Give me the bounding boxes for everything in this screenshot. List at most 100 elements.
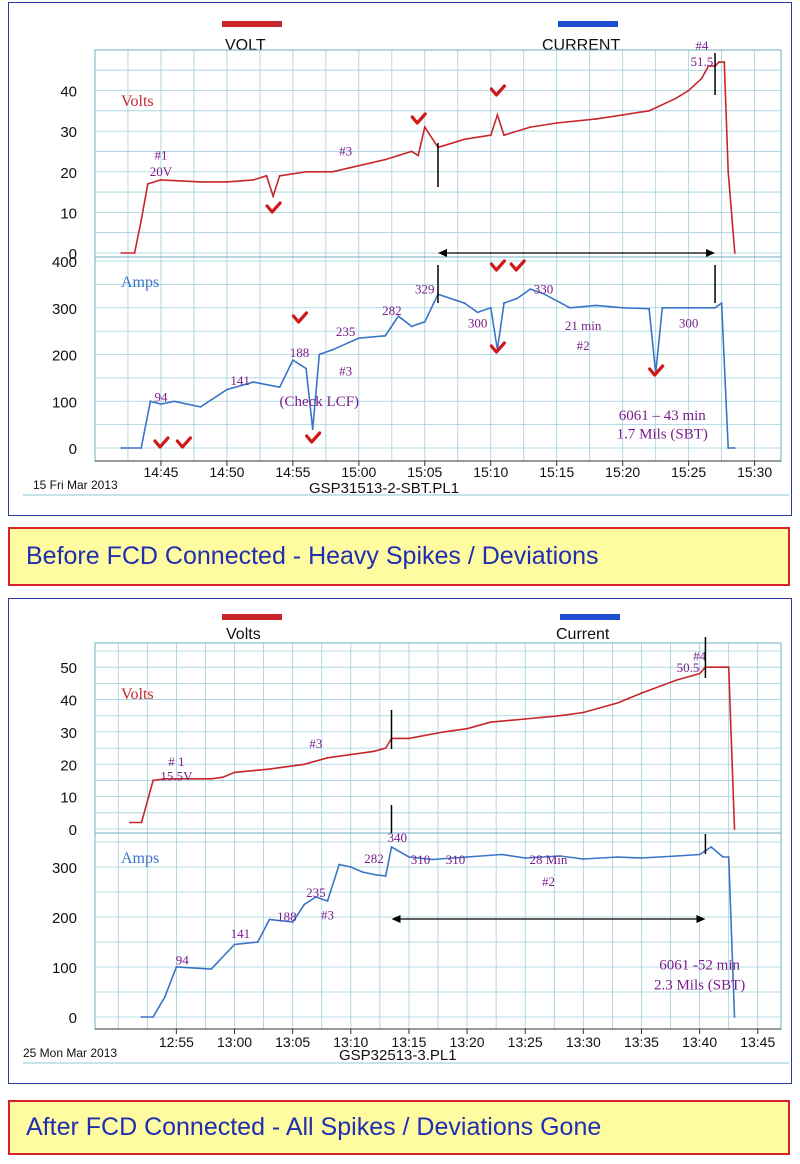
amps-point	[582, 858, 585, 860]
banner-after: After FCD Connected - All Spikes / Devia…	[8, 1100, 790, 1155]
banner-before-text: Before FCD Connected - Heavy Spikes / De…	[26, 542, 599, 570]
amps-point	[278, 386, 281, 389]
amps-point	[311, 428, 314, 431]
amps-y-tick: 0	[69, 1010, 77, 1027]
volts-point	[133, 252, 136, 254]
amps-point	[733, 1016, 736, 1018]
amps-point	[268, 918, 271, 921]
amps-point	[476, 311, 479, 314]
volts-point	[727, 170, 730, 173]
amps-point	[675, 855, 678, 857]
spike-check-icon	[291, 311, 309, 324]
amps-annotation: 94	[176, 953, 190, 968]
amps-point	[252, 381, 255, 383]
chart-panel-after: Volts Current 0 10 20 30 40 50 Volts # 1 15.5V #3 #4…	[8, 598, 792, 1084]
volts-y-tick: 10	[60, 205, 77, 222]
amps-point	[648, 307, 650, 310]
volts-point	[268, 768, 271, 771]
x-tick-label: 15:30	[737, 464, 772, 480]
legend-swatch-1	[558, 21, 618, 27]
volts-point	[265, 174, 268, 177]
legend-label-1: CURRENT	[542, 37, 620, 54]
volts-point	[272, 195, 274, 198]
amps-point	[727, 856, 730, 858]
amps-point	[163, 996, 166, 998]
amps-point	[318, 353, 321, 356]
amps-annotation: 141	[230, 373, 250, 388]
amps-annotation: 282	[382, 303, 402, 318]
x-tick-label: 13:30	[566, 1034, 601, 1050]
date-label: 15 Fri Mar 2013	[33, 478, 118, 492]
volts-y-tick: 40	[60, 84, 77, 101]
x-tick-label: 15:15	[539, 464, 574, 480]
amps-point	[331, 348, 334, 351]
amps-point	[466, 856, 468, 858]
spike-check-icon	[153, 436, 170, 449]
volts-point	[210, 777, 213, 780]
volts-point	[727, 666, 730, 669]
amps-point	[727, 447, 730, 449]
volts-point	[733, 828, 736, 830]
volts-point	[582, 711, 585, 714]
banner-before: Before FCD Connected - Heavy Spikes / De…	[8, 527, 790, 586]
volts-point	[357, 164, 360, 167]
volts-annotation: #1	[154, 148, 167, 163]
amps-annotation: 2.3 Mils (SBT)	[654, 978, 745, 994]
chart-after: Volts Current 0 10 20 30 40 50 Volts # 115.5V #3 #4…	[23, 614, 789, 1064]
amps-point	[390, 846, 393, 848]
volts-point	[160, 178, 162, 181]
volts-point	[489, 134, 492, 137]
amps-point	[423, 320, 426, 323]
x-tick-label: 13:10	[333, 1034, 368, 1050]
amps-point	[199, 405, 202, 408]
volts-y-tick: 10	[60, 790, 77, 807]
volts-point	[718, 61, 720, 63]
amps-annotation: 310	[411, 852, 431, 867]
volts-point	[373, 750, 375, 753]
amps-point	[720, 302, 723, 304]
x-tick-label: 13:15	[391, 1034, 426, 1050]
volts-y-tick: 20	[60, 165, 77, 182]
amps-y-tick: 200	[52, 910, 77, 927]
amps-annotation: 300	[679, 315, 699, 330]
spike-check-icon	[265, 201, 282, 214]
amps-point	[338, 863, 341, 866]
x-tick-label: 13:25	[508, 1034, 543, 1050]
volts-point	[496, 113, 499, 116]
amps-point	[431, 858, 434, 861]
amps-point	[661, 306, 664, 309]
spike-check-icon	[489, 84, 506, 97]
amps-point	[698, 853, 701, 856]
amps-annotation: 188	[277, 909, 297, 924]
volts-y-tick: 20	[60, 757, 77, 774]
volts-point	[640, 692, 643, 694]
amps-series-label: Amps	[121, 850, 159, 867]
amps-annotation: 235	[306, 885, 326, 900]
volts-point	[187, 777, 189, 780]
volts-point	[397, 154, 400, 157]
volts-point	[674, 97, 677, 100]
duration-arrow-head-right	[696, 915, 706, 923]
amps-point	[226, 388, 228, 391]
amps-point	[315, 896, 317, 898]
volts-point	[326, 756, 329, 759]
volts-point	[442, 731, 445, 733]
amps-annotation: 6061 – 43 min	[619, 408, 707, 424]
volts-point	[529, 126, 532, 128]
amps-annotation: 340	[388, 830, 408, 845]
amps-point	[173, 400, 176, 403]
duration-arrow-head-left	[391, 915, 401, 923]
volts-y-tick: 0	[69, 822, 77, 839]
amps-point	[529, 288, 532, 290]
amps-point	[569, 306, 571, 309]
legend-label-1: Current	[556, 626, 610, 643]
volts-point	[698, 672, 701, 675]
amps-point	[516, 297, 519, 300]
volts-point	[233, 771, 236, 774]
amps-point	[303, 903, 306, 906]
amps-point	[559, 855, 561, 857]
amps-point	[152, 1016, 155, 1018]
amps-point	[291, 359, 294, 362]
volts-point	[687, 89, 690, 92]
volts-point	[463, 138, 466, 141]
